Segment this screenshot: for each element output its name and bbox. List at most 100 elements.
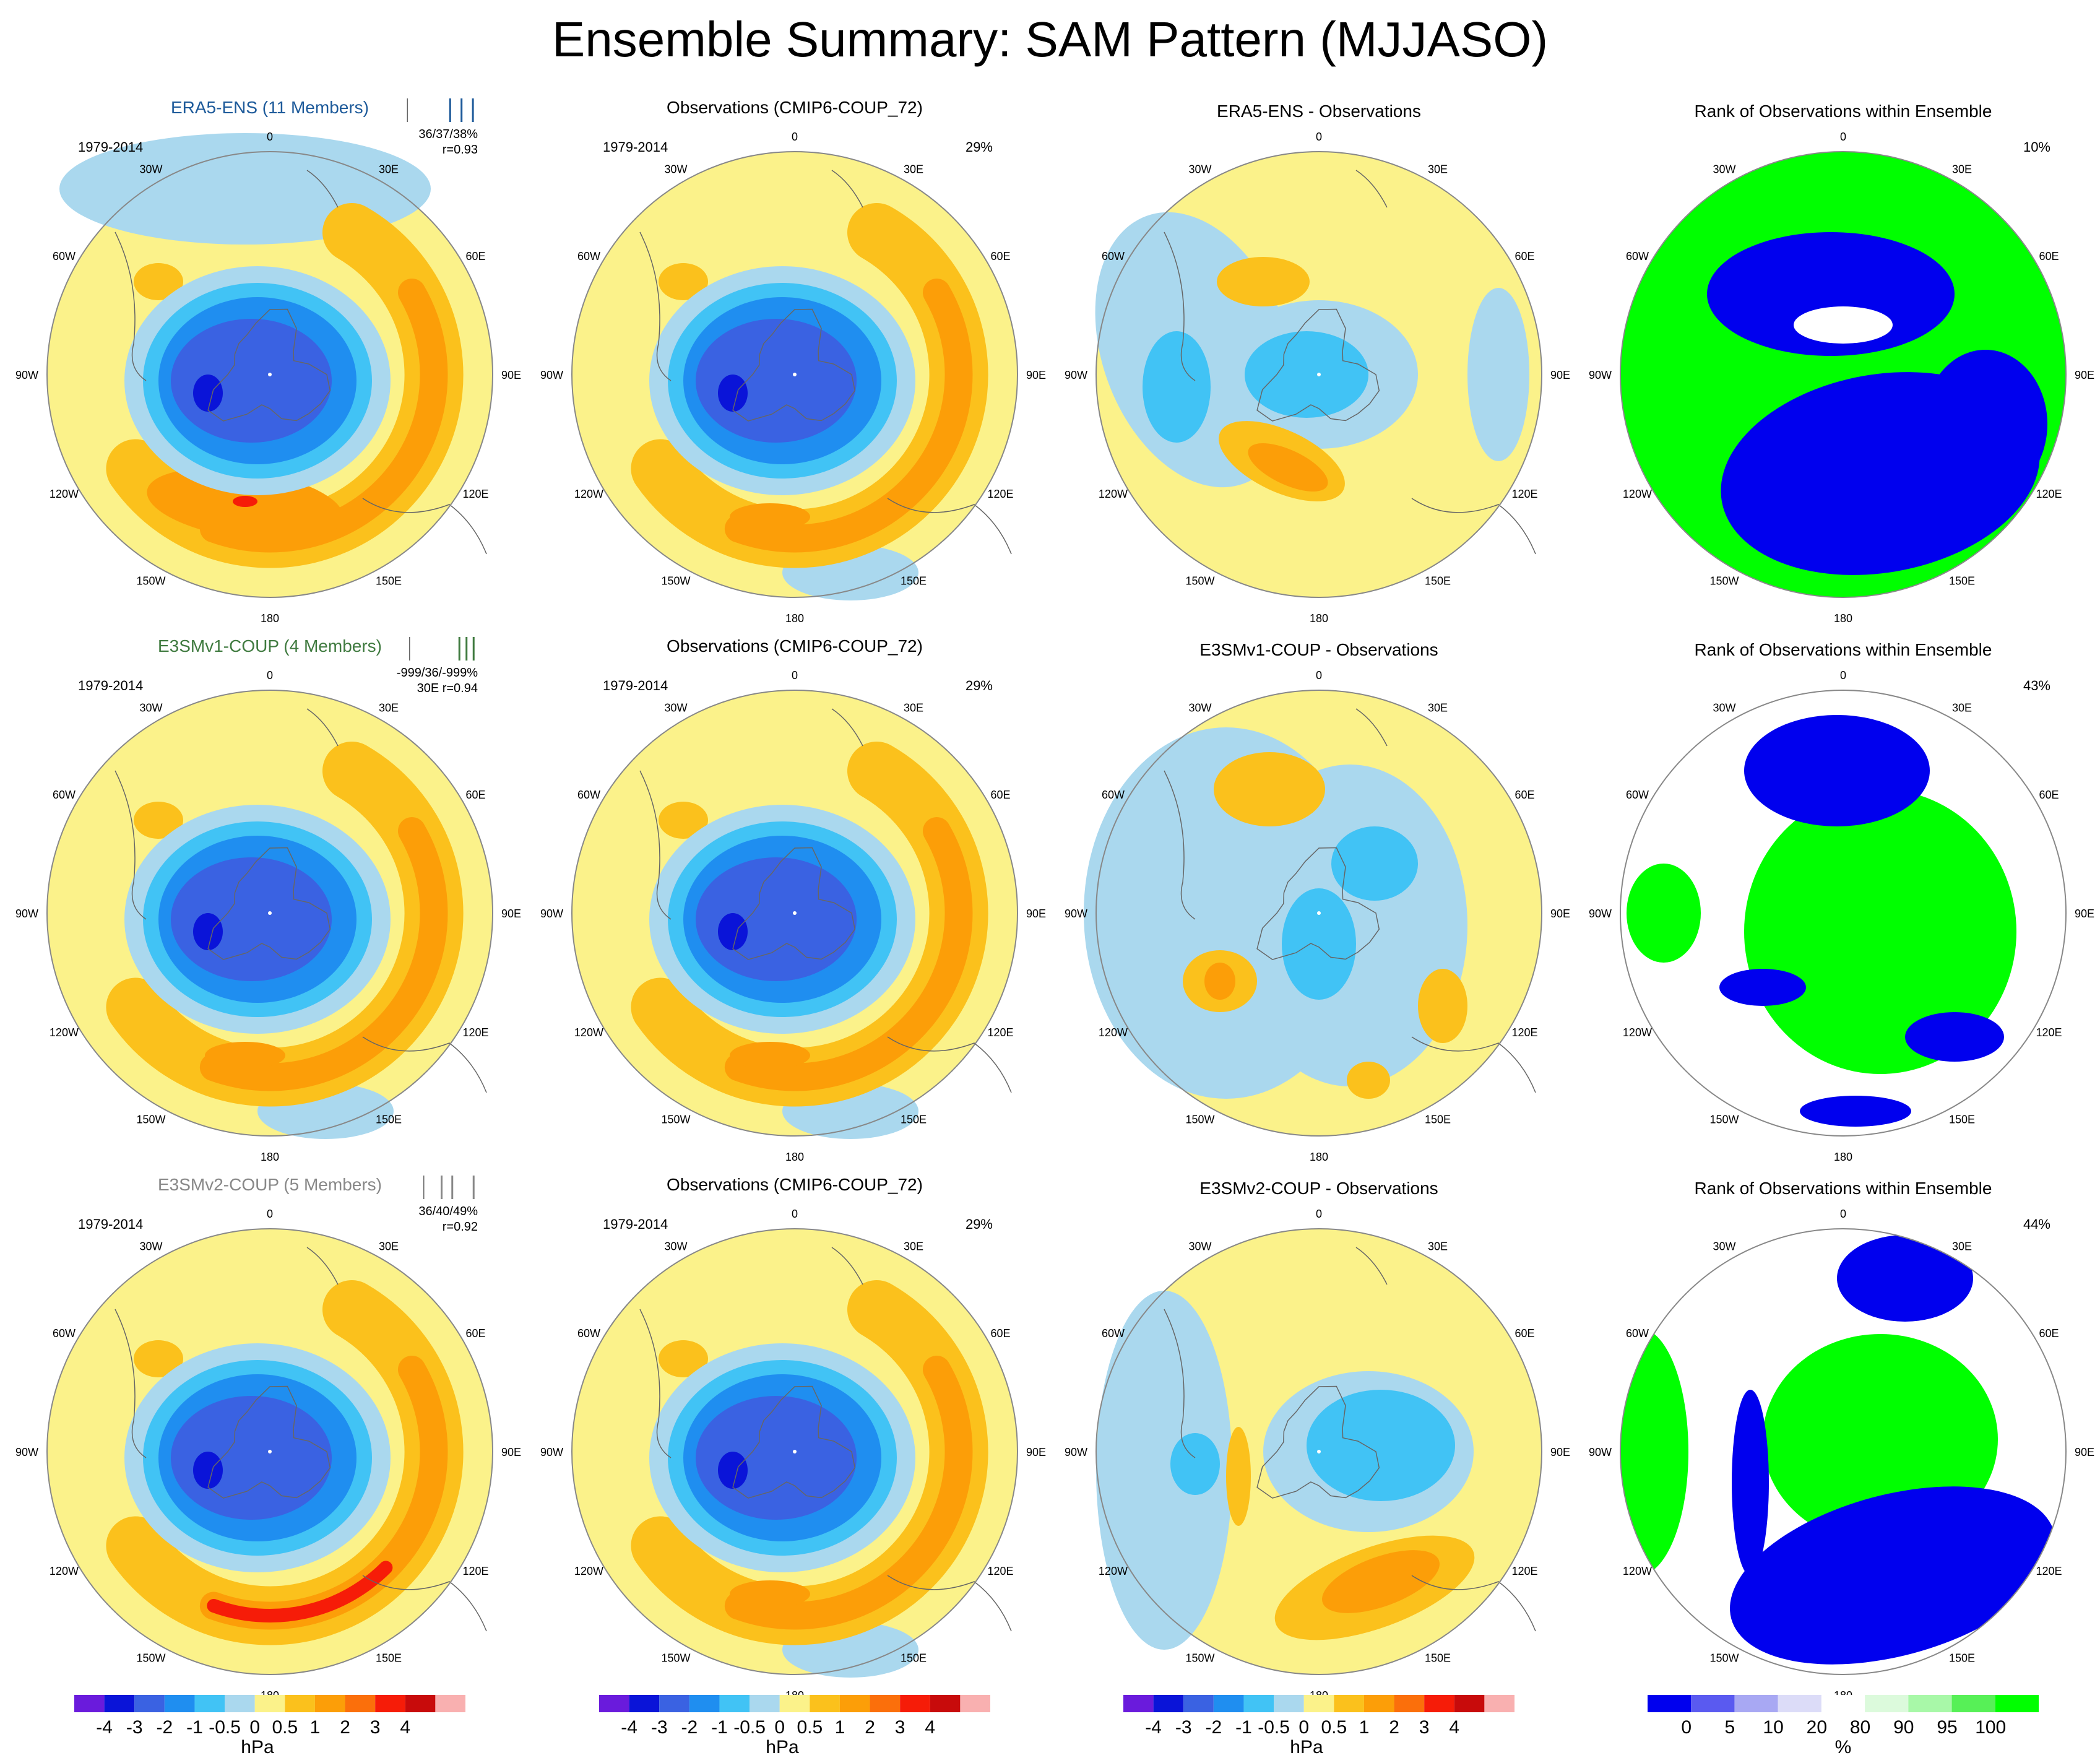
colorbar-tick: 0.5 — [1321, 1717, 1347, 1738]
coastline-africa — [831, 708, 863, 747]
colorbar-tick: 100 — [1975, 1717, 2006, 1738]
lon-label: 90W — [1065, 907, 1087, 920]
lon-label: 120W — [1099, 1565, 1128, 1577]
obs-title: Observations (CMIP6-COUP_72) — [667, 636, 923, 656]
lon-label: 120E — [1512, 1565, 1538, 1577]
lon-label: 60W — [1102, 250, 1125, 262]
lon-label: 120W — [50, 1565, 79, 1577]
colorbar-tick: 4 — [925, 1717, 935, 1738]
colorbar-box — [689, 1695, 720, 1712]
colorbar-tick: -4 — [621, 1717, 637, 1738]
lon-label: 60E — [2039, 250, 2059, 262]
lon-label: 60E — [466, 250, 486, 262]
coastline-south-america — [639, 770, 672, 920]
lon-label: 30W — [139, 163, 162, 175]
lon-label: 30E — [1428, 1240, 1448, 1252]
lon-label: 30W — [1188, 163, 1211, 175]
contour-positive-band-inner — [724, 279, 973, 553]
contour-positive-peak — [207, 1561, 393, 1622]
contour-diff-positive-core — [1322, 1550, 1440, 1613]
lon-label: 150E — [1949, 575, 1975, 587]
rank-title: Rank of Observations within Ensemble — [1695, 640, 1992, 659]
rank-title: Rank of Observations within Ensemble — [1695, 102, 1992, 121]
colorbar-box — [164, 1695, 195, 1712]
lon-label: 60W — [1102, 789, 1125, 801]
colorbar-box — [1334, 1695, 1364, 1712]
lon-label: 30W — [139, 1240, 162, 1252]
coastline-antarctica — [207, 308, 331, 422]
lon-label: 60W — [577, 250, 600, 262]
model-label: ERA5-ENS (11 Members) — [171, 98, 369, 117]
lon-label: 90W — [540, 1446, 563, 1458]
colorbar-box — [435, 1695, 465, 1712]
period-label: 1979-2014 — [78, 678, 143, 693]
rank-blue-south — [1800, 1096, 1911, 1127]
diff-title: E3SMv2-COUP - Observations — [1199, 1179, 1438, 1198]
lon-label: 120W — [1623, 1565, 1652, 1577]
lon-label: 180 — [785, 612, 804, 625]
coastline-antarctica — [207, 1385, 331, 1499]
pole-marker — [1317, 1450, 1321, 1453]
lon-label: 180 — [1310, 1151, 1328, 1163]
colorbar-box — [1153, 1695, 1184, 1712]
figure-title: Ensemble Summary: SAM Pattern (MJJASO) — [551, 12, 1549, 67]
diff-title: ERA5-ENS - Observations — [1217, 102, 1421, 121]
contour-negative-4 — [696, 319, 857, 443]
colorbar-box — [1995, 1695, 2039, 1712]
lon-label: 150E — [376, 1114, 402, 1126]
lon-label: 60W — [577, 789, 600, 801]
contour-negative-5 — [718, 375, 748, 412]
panel-r2-c2: 0 30E 60E 90E 120E 150E 180 150W 120W 90W 60W 30W Ob… — [540, 636, 1046, 1163]
lon-label: 60E — [991, 1327, 1011, 1340]
colorbar-tick: -0.5 — [1258, 1717, 1290, 1738]
lon-label: 150W — [661, 1114, 690, 1126]
contour-diff-negative-west-core — [1143, 331, 1211, 443]
colorbar-box — [1243, 1695, 1274, 1712]
lon-label: 30W — [1713, 701, 1735, 714]
lon-label: 150E — [1425, 1114, 1451, 1126]
colorbar-unit: % — [1835, 1737, 1852, 1757]
lon-label: 120E — [2036, 1565, 2062, 1577]
colorbar-box — [1363, 1695, 1394, 1712]
colorbar-box — [375, 1695, 405, 1712]
lon-label: 30E — [904, 701, 923, 714]
lon-label: 90E — [1026, 907, 1046, 920]
lon-label: 150W — [136, 575, 165, 587]
lon-label: 120E — [988, 1565, 1014, 1577]
lon-label: 180 — [1834, 1151, 1852, 1163]
colorbar-tick: 1 — [1359, 1717, 1370, 1738]
colorbar-tick: 10 — [1763, 1717, 1783, 1738]
lon-label: 120W — [50, 488, 79, 500]
lon-label: 60E — [1515, 250, 1535, 262]
period-label: 1979-2014 — [603, 678, 668, 693]
colorbar-box — [1778, 1695, 1821, 1712]
colorbar-box — [930, 1695, 961, 1712]
lon-label: 120E — [463, 1026, 489, 1039]
colorbar-tick: 3 — [370, 1717, 381, 1738]
lon-label: 90W — [1589, 907, 1612, 920]
model-label: E3SMv2-COUP (5 Members) — [158, 1175, 382, 1194]
lon-label: 90E — [501, 1446, 521, 1458]
pct-stats: -999/36/-999% — [397, 666, 478, 680]
map-boundary — [1095, 690, 1542, 1137]
lon-label: 150E — [376, 575, 402, 587]
colorbar-tick: -2 — [1206, 1717, 1222, 1738]
lon-label: 180 — [1310, 612, 1328, 625]
rank-pct: 44% — [2023, 1216, 2050, 1232]
colorbar-tick: 4 — [1449, 1717, 1459, 1738]
lon-label: 120E — [988, 488, 1014, 500]
panel-r1-c3: 0 30E 60E 90E 120E 150E 180 150W 120W 90W 60W 30W ER… — [1065, 102, 1570, 625]
coastline-australia — [362, 1036, 487, 1093]
coastline-africa — [1355, 170, 1388, 208]
obs-pct: 29% — [966, 678, 993, 693]
lon-label: 180 — [1834, 612, 1852, 625]
colorbar-box — [779, 1695, 810, 1712]
colorbar-tick: 1 — [310, 1717, 321, 1738]
panel-r1-c2: 0 30E 60E 90E 120E 150E 180 150W 120W 90W 60W 30W Ob… — [540, 98, 1046, 625]
lon-label: 120W — [50, 1026, 79, 1039]
colorbar-tick: -1 — [186, 1717, 203, 1738]
lon-label: 150W — [1185, 1114, 1214, 1126]
lon-label: 180 — [785, 1151, 804, 1163]
lon-label: 60E — [991, 789, 1011, 801]
contour-diff-positive-east — [1418, 969, 1467, 1043]
